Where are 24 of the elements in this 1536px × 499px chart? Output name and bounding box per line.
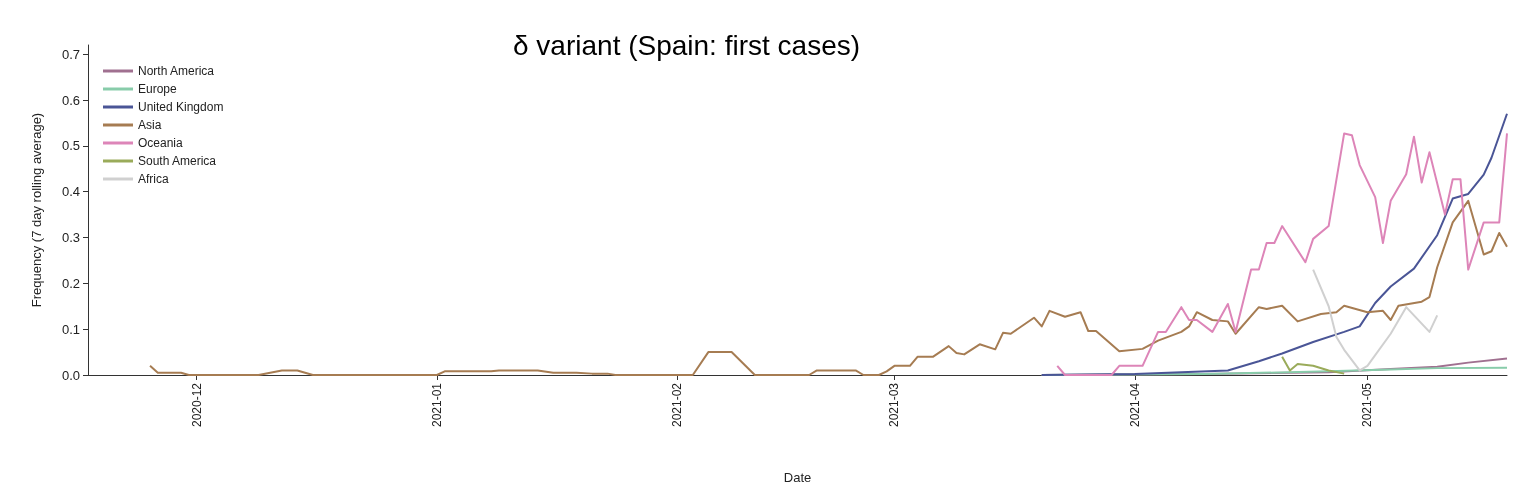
y-tick-label: 0.2 [61, 275, 80, 291]
legend-label: Europe [138, 82, 178, 96]
legend-label: Africa [138, 172, 169, 186]
legend-label: Oceania [138, 136, 184, 150]
y-axis-title: Frequency (7 day rolling average) [29, 112, 44, 308]
legend-label: Asia [138, 118, 162, 132]
x-tick-label: 2021-01 [429, 382, 444, 428]
y-tick-label: 0.3 [61, 230, 80, 245]
chart-title: δ variant (Spain: first cases) [513, 29, 861, 61]
x-axis-title: Date [783, 470, 812, 485]
x-tick-label: 2021-05 [1360, 382, 1375, 428]
x-tick-label: 2021-04 [1127, 382, 1142, 428]
x-tick-label: 2021-02 [670, 382, 685, 428]
y-tick-label: 0.5 [61, 138, 80, 154]
x-tick-label: 2021-03 [887, 382, 902, 428]
y-tick-label: 0.4 [61, 184, 80, 200]
y-tick-label: 0.7 [61, 46, 80, 62]
legend-label: South America [138, 154, 217, 168]
legend-label: United Kingdom [138, 100, 224, 114]
x-tick-label: 2020-12 [189, 382, 204, 428]
y-tick-label: 0.0 [61, 367, 80, 383]
y-tick-label: 0.6 [61, 92, 80, 108]
y-tick-label: 0.1 [61, 321, 80, 337]
legend-label: North America [138, 64, 215, 78]
